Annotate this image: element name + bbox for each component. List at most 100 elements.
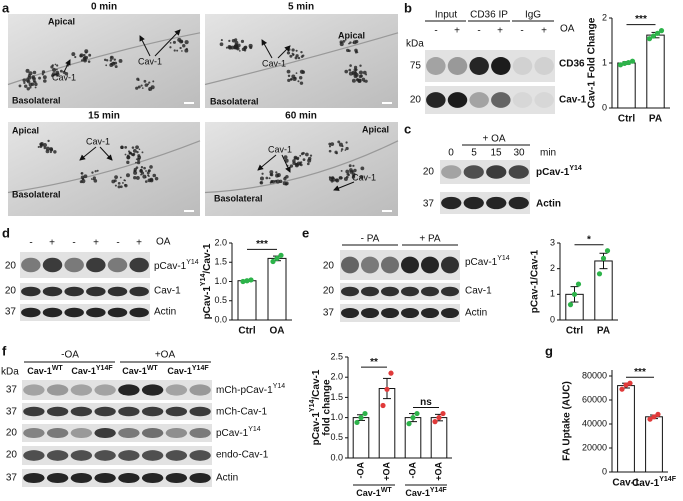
x-tick-label: OA [270,326,285,337]
vesicle [137,154,141,158]
x-tick-label: PA [597,326,610,337]
data-point [244,278,250,284]
lane-label: + [541,26,547,37]
blot-strip [22,446,212,465]
lane-label: + [93,238,99,249]
vesicle [126,154,130,158]
lane-label: 30 [513,148,525,159]
band-label: CD36 [559,59,585,70]
blot-band [64,257,84,273]
vesicle [353,168,357,173]
x-tick-label: Ctrl [618,114,635,125]
blot-band [86,307,106,318]
vesicle [335,178,340,183]
bar [617,62,636,109]
blot-band [70,450,93,461]
blot-band [189,427,211,439]
blot-band [189,406,211,417]
data-point [655,411,661,417]
text-part: Cav-1 [632,478,660,489]
lane-label: Cav-1Y14F [71,365,113,376]
blot-strip [340,250,460,280]
kda-label: kDa [1,367,19,378]
text-part: /Cav-1 [202,243,213,273]
vesicle [297,56,301,60]
vesicle [338,142,343,147]
lane-label: + [454,26,460,37]
vesicle [228,39,231,43]
vesicle [359,64,362,67]
panel-label: f [2,343,7,358]
blot-band [508,165,529,179]
vesicle [291,48,295,52]
x-tick-label: Cav-1 [612,478,640,489]
vesicle [124,183,127,187]
unit-label: min [540,148,556,159]
data-point [651,414,657,420]
data-point [650,33,657,39]
blot-band [21,307,41,318]
data-point [358,415,364,421]
vesicle [74,55,77,59]
vesicle [27,73,31,78]
vesicle [296,158,299,161]
blot-band [189,450,211,461]
vesicle [354,51,358,54]
band-label: Actin [216,473,238,484]
data-point [414,410,420,417]
vesicle [353,175,356,177]
blot-band [486,165,507,179]
blot-band [21,286,41,297]
blot-band [70,472,93,484]
y-axis-label: pCav-1Y14/Cav-1 [200,243,212,319]
group-label: -OA [61,350,79,361]
blot-band [381,307,399,319]
vesicle [271,179,275,184]
vesicle [354,71,357,74]
data-point [380,402,386,409]
text-part: Cav-1 [122,366,147,376]
blot-strip [22,403,212,420]
vesicle [152,173,157,178]
blot-band [141,472,164,484]
vesicle [39,142,43,146]
vesicle [294,156,298,160]
blot-strip [20,252,150,278]
vesicle [286,51,291,55]
vesicle [42,75,47,80]
vesicle [144,176,147,178]
blot-band [42,257,63,273]
image-label: Basolateral [12,189,61,199]
vesicle [328,142,332,146]
vesicle [345,169,350,174]
vesicle [359,175,364,179]
data-point [575,281,582,287]
data-point [362,410,368,417]
superscript: Y14F [659,476,676,483]
vesicle [31,76,35,80]
text-part: pCav-1 [154,261,187,272]
image-label: Basolateral [214,193,263,203]
blot-header: CD36 IP [470,10,508,21]
blot-band [141,450,164,461]
vesicle [338,175,343,180]
text-part: Cav-1 [71,366,96,376]
bar [646,34,665,109]
y-tick-label: 2.0 [330,372,343,382]
arrow [139,35,151,57]
panel-label: c [404,121,411,136]
blot-band [42,307,63,318]
blot-band [341,286,359,297]
vesicle [181,50,183,52]
blot-band [94,427,116,439]
data-point [410,415,416,421]
vesicle [141,151,144,154]
vesicle [147,169,151,173]
vesicle [94,170,97,173]
blot-band [341,256,359,274]
vesicle [135,86,139,90]
blot-strip [425,86,555,114]
band-label: pCav-1Y14 [536,165,582,177]
band-label: pCav-1Y14 [465,255,510,267]
vesicle [330,179,334,183]
